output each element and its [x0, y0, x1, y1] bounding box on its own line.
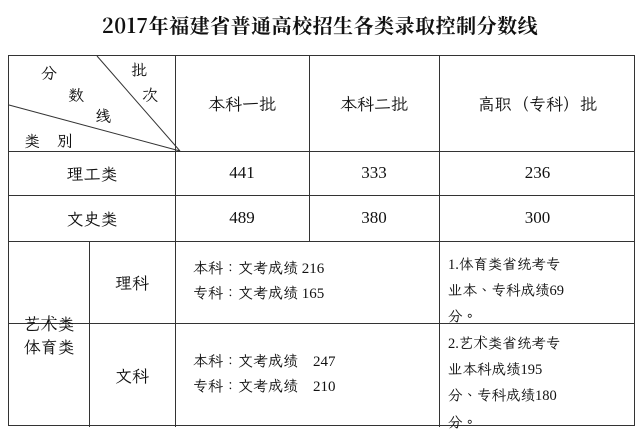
svg-text:批: 批	[131, 63, 147, 80]
svg-text:分: 分	[41, 66, 57, 83]
svg-text:类: 类	[24, 134, 40, 151]
svg-text:次: 次	[142, 87, 158, 105]
svg-text:线: 线	[95, 108, 111, 126]
svg-text:数: 数	[68, 88, 84, 105]
svg-text:别: 别	[57, 133, 73, 151]
